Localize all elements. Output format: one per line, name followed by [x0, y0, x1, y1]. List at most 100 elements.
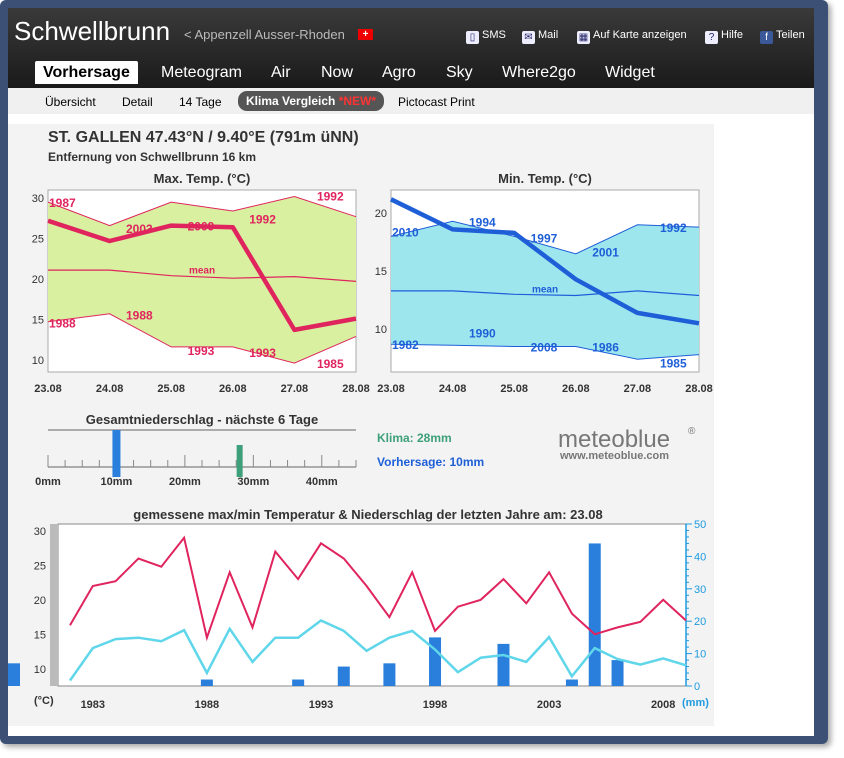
- year-annotation: 1992: [249, 212, 276, 226]
- help-link[interactable]: ? Hilfe: [705, 29, 743, 44]
- series-forecast-line: [390, 197, 700, 326]
- precip-bar: [565, 679, 578, 686]
- station-title: ST. GALLEN 47.43°N / 9.40°E (791m üNN): [48, 129, 359, 146]
- share-link[interactable]: f Teilen: [760, 29, 805, 44]
- subtab-detail[interactable]: Detail: [122, 95, 153, 109]
- subtab-klima-label: Klima Vergleich: [246, 94, 336, 108]
- y-tick-label: 20: [34, 595, 46, 607]
- chart-title: gemessene max/min Temperatur & Niedersch…: [133, 507, 602, 522]
- x-tick-label: 30mm: [237, 476, 269, 488]
- phone-icon: ▯: [466, 31, 479, 44]
- new-badge: *NEW*: [338, 94, 377, 108]
- min-temp-chart: Min. Temp. (°C)mean201019941997200119921…: [375, 171, 713, 395]
- subtab-pictocast-print[interactable]: Pictocast Print: [398, 95, 475, 109]
- sms-link[interactable]: ▯ SMS: [466, 29, 506, 44]
- map-icon: ▦: [577, 31, 590, 44]
- y-tick-label: 15: [34, 629, 46, 641]
- klima-bar: [236, 445, 243, 477]
- x-tick-label: 24.08: [96, 383, 124, 395]
- map-label: Auf Karte anzeigen: [593, 29, 687, 41]
- tab-now[interactable]: Now: [321, 64, 354, 81]
- content-area: ST. GALLEN 47.43°N / 9.40°E (791m üNN) E…: [8, 114, 814, 736]
- y2-tick-label: 30: [694, 584, 706, 596]
- x-tick-label: 26.08: [562, 383, 590, 395]
- precip-bar: [292, 679, 305, 686]
- year-annotation: 1993: [249, 346, 276, 360]
- help-label: Hilfe: [721, 29, 744, 41]
- map-link[interactable]: ▦ Auf Karte anzeigen: [577, 29, 687, 44]
- year-annotation: 2001: [592, 245, 619, 259]
- year-annotation: 1993: [188, 344, 215, 358]
- year-annotation: 1994: [469, 215, 496, 229]
- precip-bar: [588, 543, 601, 686]
- y-tick-label: 10: [32, 355, 44, 367]
- subtab-uebersicht[interactable]: Übersicht: [45, 95, 96, 109]
- tab-agro[interactable]: Agro: [382, 64, 416, 81]
- tab-vorhersage[interactable]: Vorhersage: [35, 61, 138, 84]
- tab-air[interactable]: Air: [271, 64, 291, 81]
- mail-label: Mail: [538, 29, 559, 41]
- meteoblue-logo[interactable]: meteoblue ® www.meteoblue.com: [558, 426, 696, 462]
- y-tick-label: 25: [34, 560, 46, 572]
- y2-tick-label: 0: [694, 681, 700, 693]
- window-frame: Schwellbrunn < Appenzell Ausser-Rhoden +…: [0, 0, 828, 744]
- series-forecast-line: [47, 218, 357, 333]
- x-tick-label: 1993: [309, 699, 333, 711]
- x-tick-label: 28.08: [685, 383, 713, 395]
- precip-bar: [611, 660, 624, 686]
- x-tick-label: 1998: [423, 699, 447, 711]
- y2-tick-label: 40: [694, 551, 706, 563]
- chart-title: Gesamtniederschlag - nächste 6 Tage: [86, 412, 318, 427]
- region-link[interactable]: < Appenzell Ausser-Rhoden: [184, 27, 345, 42]
- chart-title: Min. Temp. (°C): [498, 171, 592, 186]
- x-tick-label: 1988: [195, 699, 219, 711]
- series-mean-line: [48, 269, 357, 282]
- precip-bar: [200, 679, 213, 686]
- year-annotation: 1992: [317, 190, 344, 204]
- year-annotation: 2008: [531, 340, 558, 354]
- subtab-14-tage[interactable]: 14 Tage: [179, 95, 222, 109]
- mail-link[interactable]: ✉ Mail: [522, 29, 558, 44]
- subnav: Übersicht Detail 14 Tage Klima Vergleich…: [8, 88, 814, 114]
- x-tick-label: 2008: [651, 699, 675, 711]
- page-title: Schwellbrunn: [14, 16, 171, 46]
- subtab-klima-vergleich[interactable]: Klima Vergleich *NEW*: [238, 91, 385, 111]
- share-label: Teilen: [776, 29, 805, 41]
- x-tick-label: 23.08: [34, 383, 62, 395]
- climate-range-band: [391, 221, 699, 360]
- mean-label: mean: [189, 266, 215, 277]
- x-tick-label: 20mm: [169, 476, 201, 488]
- year-annotation: 1997: [531, 232, 558, 246]
- x-tick-label: 27.08: [281, 383, 309, 395]
- y2-tick-label: 20: [694, 616, 706, 628]
- precip-bar: [8, 663, 20, 686]
- year-annotation: 1988: [126, 309, 153, 323]
- y-tick-label: 10: [34, 664, 46, 676]
- swiss-flag-icon: +: [358, 29, 373, 40]
- year-annotation: 1987: [49, 196, 76, 210]
- y-tick-label: 25: [32, 234, 44, 246]
- precip-chart: Gesamtniederschlag - nächste 6 Tage 0mm 10…: [35, 412, 357, 488]
- max-temp-chart: Max. Temp. (°C) mean 1987 2003 2009 1992 1992 1…: [32, 171, 370, 395]
- y-tick-label: 30: [34, 526, 46, 538]
- x-tick-label: 27.08: [624, 383, 652, 395]
- tab-widget[interactable]: Widget: [605, 64, 655, 81]
- y-tick-label: 20: [32, 274, 44, 286]
- x-tick-label: 10mm: [101, 476, 133, 488]
- station-distance: Entfernung von Schwellbrunn 16 km: [48, 150, 256, 164]
- tab-meteogram[interactable]: Meteogram: [161, 64, 242, 81]
- site-header: Schwellbrunn < Appenzell Ausser-Rhoden +…: [8, 8, 814, 88]
- left-axis-bar: [50, 524, 58, 686]
- logo-url: www.meteoblue.com: [559, 450, 669, 462]
- facebook-icon: f: [760, 31, 773, 44]
- sms-label: SMS: [482, 29, 506, 41]
- y2-tick-label: 10: [694, 649, 706, 661]
- tab-where2go[interactable]: Where2go: [502, 64, 576, 81]
- tab-sky[interactable]: Sky: [446, 64, 473, 81]
- climate-charts: ST. GALLEN 47.43°N / 9.40°E (791m üNN) E…: [8, 129, 713, 711]
- logo-reg: ®: [688, 426, 696, 437]
- logo-text: meteoblue: [558, 426, 670, 453]
- x-tick-label: 0mm: [35, 476, 61, 488]
- year-annotation: 1990: [469, 327, 496, 341]
- series-min-line: [47, 313, 357, 364]
